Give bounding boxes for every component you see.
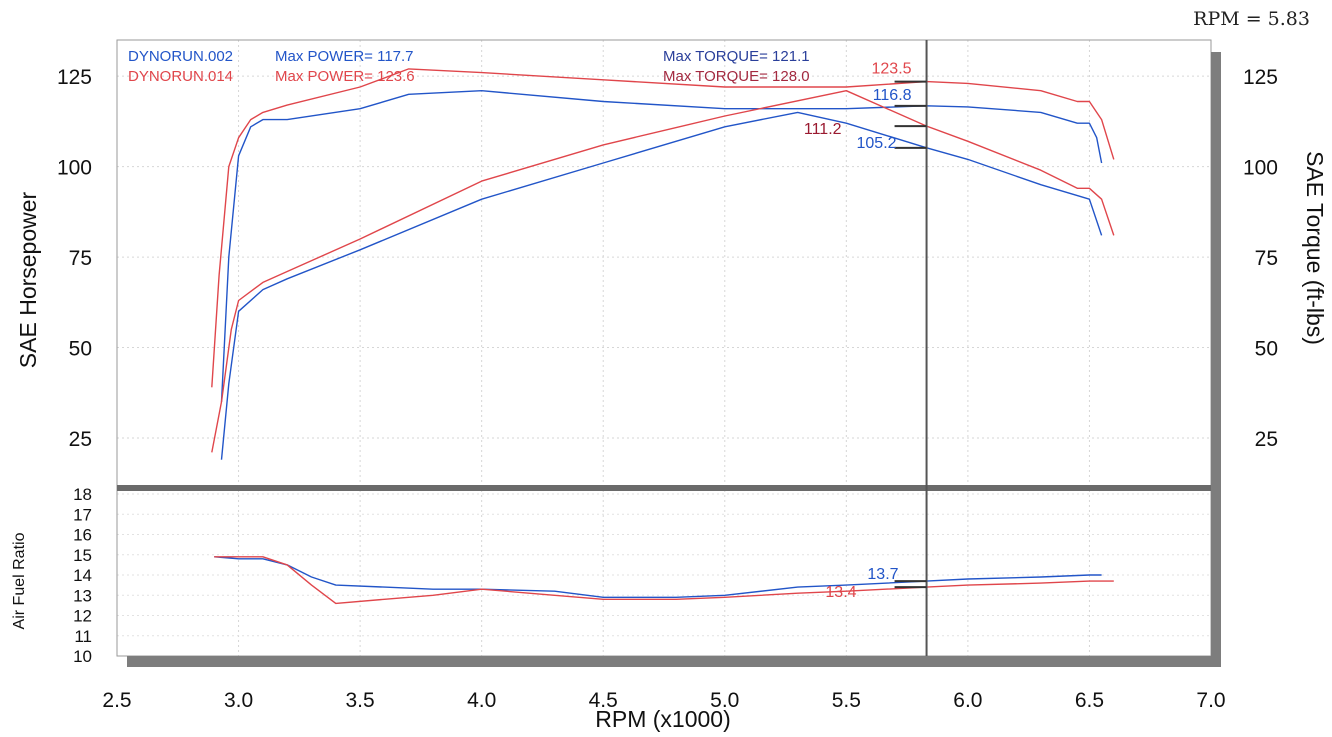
legend-run2-max-power: Max POWER= 123.6 bbox=[275, 68, 415, 85]
axis-text-layer: 2.5 3.0 3.5 4.0 4.5 5.0 5.5 6.0 6.5 7.0 25 25 50 50 75… bbox=[57, 66, 1278, 712]
series-line-dynorun-014-afr bbox=[214, 556, 1114, 605]
x-tick-label: 4.5 bbox=[589, 689, 618, 712]
afr-tick-label: 15 bbox=[73, 546, 92, 565]
cursor-value-label: 13.7 bbox=[867, 566, 898, 583]
legend-run1-max-power: Max POWER= 117.7 bbox=[275, 48, 414, 65]
y-right-tick-label: 100 bbox=[1243, 157, 1278, 180]
y-right-tick-label: 25 bbox=[1255, 428, 1278, 451]
y-right-tick-label: 75 bbox=[1255, 247, 1278, 270]
afr-tick-label: 14 bbox=[73, 566, 92, 585]
legend-run1-max-torque: Max TORQUE= 121.1 bbox=[663, 48, 810, 65]
x-tick-label: 5.0 bbox=[710, 689, 739, 712]
plot-divider bbox=[117, 485, 1211, 491]
y-left-tick-label: 75 bbox=[69, 247, 92, 270]
x-tick-label: 5.5 bbox=[832, 689, 861, 712]
y-right-tick-label: 50 bbox=[1255, 338, 1278, 361]
cursor-value-label: 116.8 bbox=[873, 87, 912, 104]
y-left-axis-title: SAE Horsepower bbox=[15, 191, 41, 368]
x-tick-label: 3.5 bbox=[346, 689, 375, 712]
afr-axis-title: Air Fuel Ratio bbox=[11, 532, 28, 629]
x-tick-label: 6.0 bbox=[953, 689, 982, 712]
afr-tick-label: 10 bbox=[73, 647, 92, 666]
y-left-tick-label: 50 bbox=[69, 338, 92, 361]
afr-tick-label: 17 bbox=[73, 505, 92, 524]
x-tick-label: 2.5 bbox=[102, 689, 131, 712]
frame-shadow-bottom bbox=[127, 656, 1221, 667]
y-left-tick-label: 100 bbox=[57, 157, 92, 180]
afr-tick-label: 13 bbox=[73, 586, 92, 605]
legend-run1-name: DYNORUN.002 bbox=[128, 48, 233, 65]
afr-tick-label: 11 bbox=[74, 627, 92, 646]
afr-tick-label: 16 bbox=[73, 526, 92, 545]
series-line-dynorun-002-afr bbox=[214, 556, 1102, 598]
series-line-dynorun-014-torque bbox=[211, 68, 1115, 388]
y-right-axis-title: SAE Torque (ft-lbs) bbox=[1302, 151, 1328, 345]
afr-plot-frame bbox=[116, 487, 1212, 657]
legend-run2-max-torque: Max TORQUE= 128.0 bbox=[663, 68, 810, 85]
x-tick-label: 4.0 bbox=[467, 689, 496, 712]
series-line-dynorun-002-torque bbox=[220, 89, 1103, 402]
rpm-readout: RPM = 5.83 bbox=[1193, 8, 1310, 30]
y-right-tick-label: 125 bbox=[1243, 66, 1278, 89]
series-line-dynorun-014-horsepower bbox=[211, 89, 1115, 453]
frame-shadow-right bbox=[1211, 52, 1221, 667]
x-tick-label: 6.5 bbox=[1075, 689, 1104, 712]
cursor-value-label: 123.5 bbox=[872, 61, 912, 78]
x-axis-title: RPM (x1000) bbox=[595, 706, 730, 732]
x-tick-label: 7.0 bbox=[1196, 689, 1225, 712]
marker-layer: 123.5 116.8 111.2 105.2 13.4 13.7 bbox=[804, 61, 927, 601]
cursor-value-label: 105.2 bbox=[857, 135, 897, 152]
cursor-value-label: 13.4 bbox=[825, 584, 856, 601]
series-layer bbox=[211, 68, 1115, 605]
y-left-tick-label: 25 bbox=[69, 428, 92, 451]
x-tick-label: 3.0 bbox=[224, 689, 253, 712]
legend-run2-name: DYNORUN.014 bbox=[128, 68, 233, 85]
cursor-value-label: 111.2 bbox=[804, 121, 842, 138]
series-line-dynorun-002-horsepower bbox=[220, 111, 1103, 460]
afr-tick-label: 12 bbox=[73, 607, 92, 626]
y-left-tick-label: 125 bbox=[57, 66, 92, 89]
afr-tick-label: 18 bbox=[73, 485, 92, 504]
